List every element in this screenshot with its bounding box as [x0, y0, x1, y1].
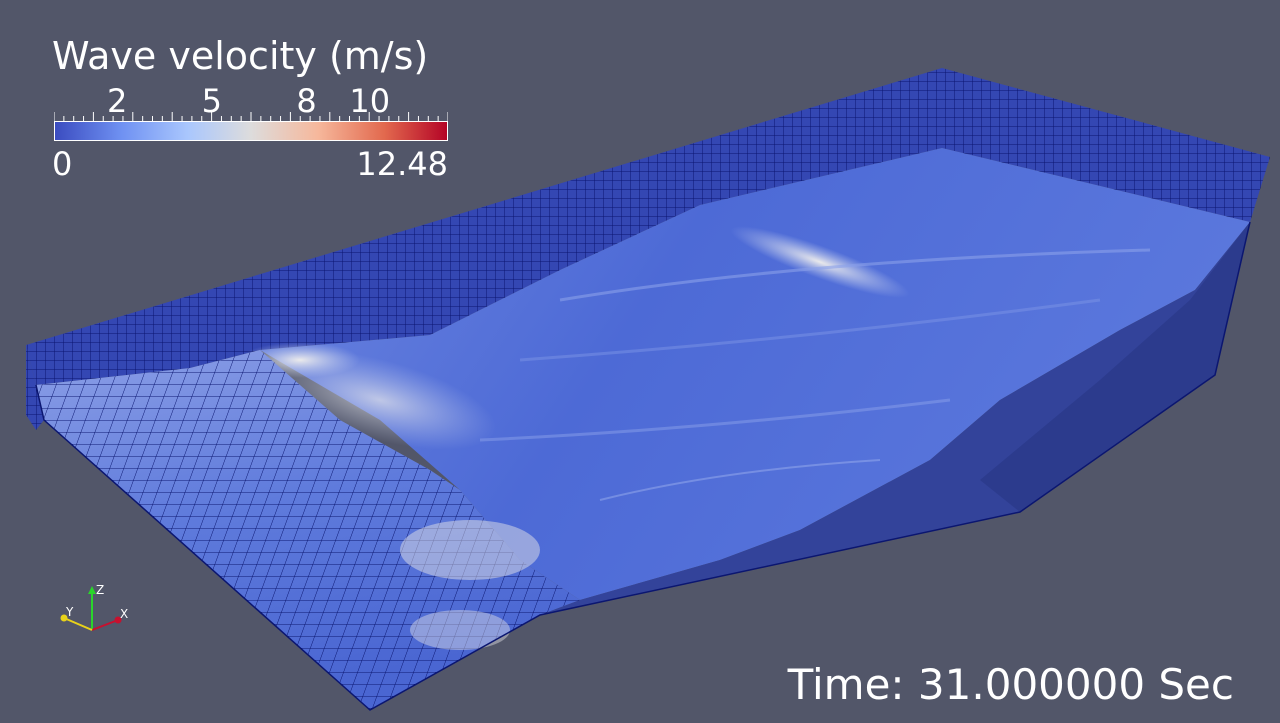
wet-patch	[400, 520, 540, 580]
right-wall-mesh	[942, 68, 1270, 222]
flow-streak	[559, 248, 1151, 302]
water-surface	[260, 148, 1250, 600]
orientation-axes: Z X Y	[60, 583, 128, 631]
legend-tick-label: 5	[201, 82, 223, 120]
legend-tick-label: 8	[296, 82, 317, 120]
x-axis	[91, 619, 119, 631]
channel-floor-grid	[36, 350, 580, 710]
flow-streak	[479, 398, 951, 442]
time-label: Time: 31.000000 Sec	[787, 660, 1234, 709]
legend-tick-label: 2	[106, 82, 128, 120]
wave-crest	[730, 226, 910, 298]
colorbar	[54, 121, 448, 141]
legend-max-label: 12.48	[356, 145, 448, 183]
wet-patch	[410, 610, 510, 650]
left-wall-mesh	[26, 345, 44, 430]
legend-tick-label: 10	[349, 82, 391, 120]
x-axis-tip	[114, 616, 122, 624]
y-axis-label: Y	[65, 605, 74, 619]
flow-streak	[519, 298, 1101, 362]
flow-streak	[599, 459, 881, 501]
mesh-edge	[35, 221, 1251, 711]
y-axis-tip	[60, 614, 68, 622]
embankment-face	[980, 222, 1250, 512]
back-wall-mesh	[26, 68, 942, 385]
legend-tick-labels: 2 5 8 10	[54, 84, 448, 118]
x-axis-label: X	[120, 607, 128, 621]
z-axis-arrow	[88, 586, 96, 594]
legend-title: Wave velocity (m/s)	[52, 34, 429, 78]
legend-min-label: 0	[52, 145, 73, 183]
z-axis-label: Z	[96, 583, 104, 597]
y-axis	[63, 617, 93, 631]
